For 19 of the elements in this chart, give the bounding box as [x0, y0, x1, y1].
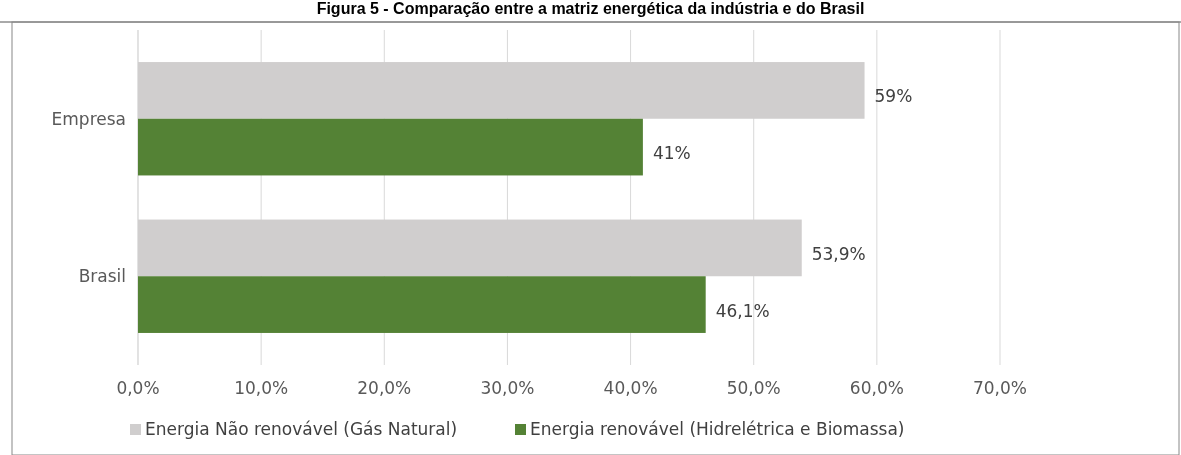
bar	[138, 276, 706, 333]
data-label: 46,1%	[715, 300, 770, 321]
bar	[138, 118, 643, 176]
x-tick-label: 70,0%	[972, 378, 1028, 398]
legend-label: Energia renovável (Hidrelétrica e Biomassa)	[530, 419, 905, 439]
y-tick-label: Brasil	[78, 266, 126, 287]
x-tick-label: 10,0%	[234, 378, 289, 398]
x-tick-label: 0,0%	[116, 378, 160, 398]
chart-title: Figura 5 - Comparação entre a matriz energética da indústria e do Brasil	[316, 0, 865, 17]
y-tick-label: Empresa	[51, 108, 126, 129]
data-label: 59%	[874, 86, 913, 107]
data-label: 41%	[652, 143, 691, 164]
x-tick-label: 40,0%	[603, 378, 658, 398]
x-tick-label: 60,0%	[849, 378, 904, 398]
x-tick-label: 20,0%	[357, 378, 412, 398]
x-tick-label: 30,0%	[480, 378, 535, 398]
data-label: 53,9%	[811, 243, 866, 264]
x-tick-label: 50,0%	[726, 378, 781, 398]
legend-label: Energia Não renovável (Gás Natural)	[145, 419, 458, 439]
